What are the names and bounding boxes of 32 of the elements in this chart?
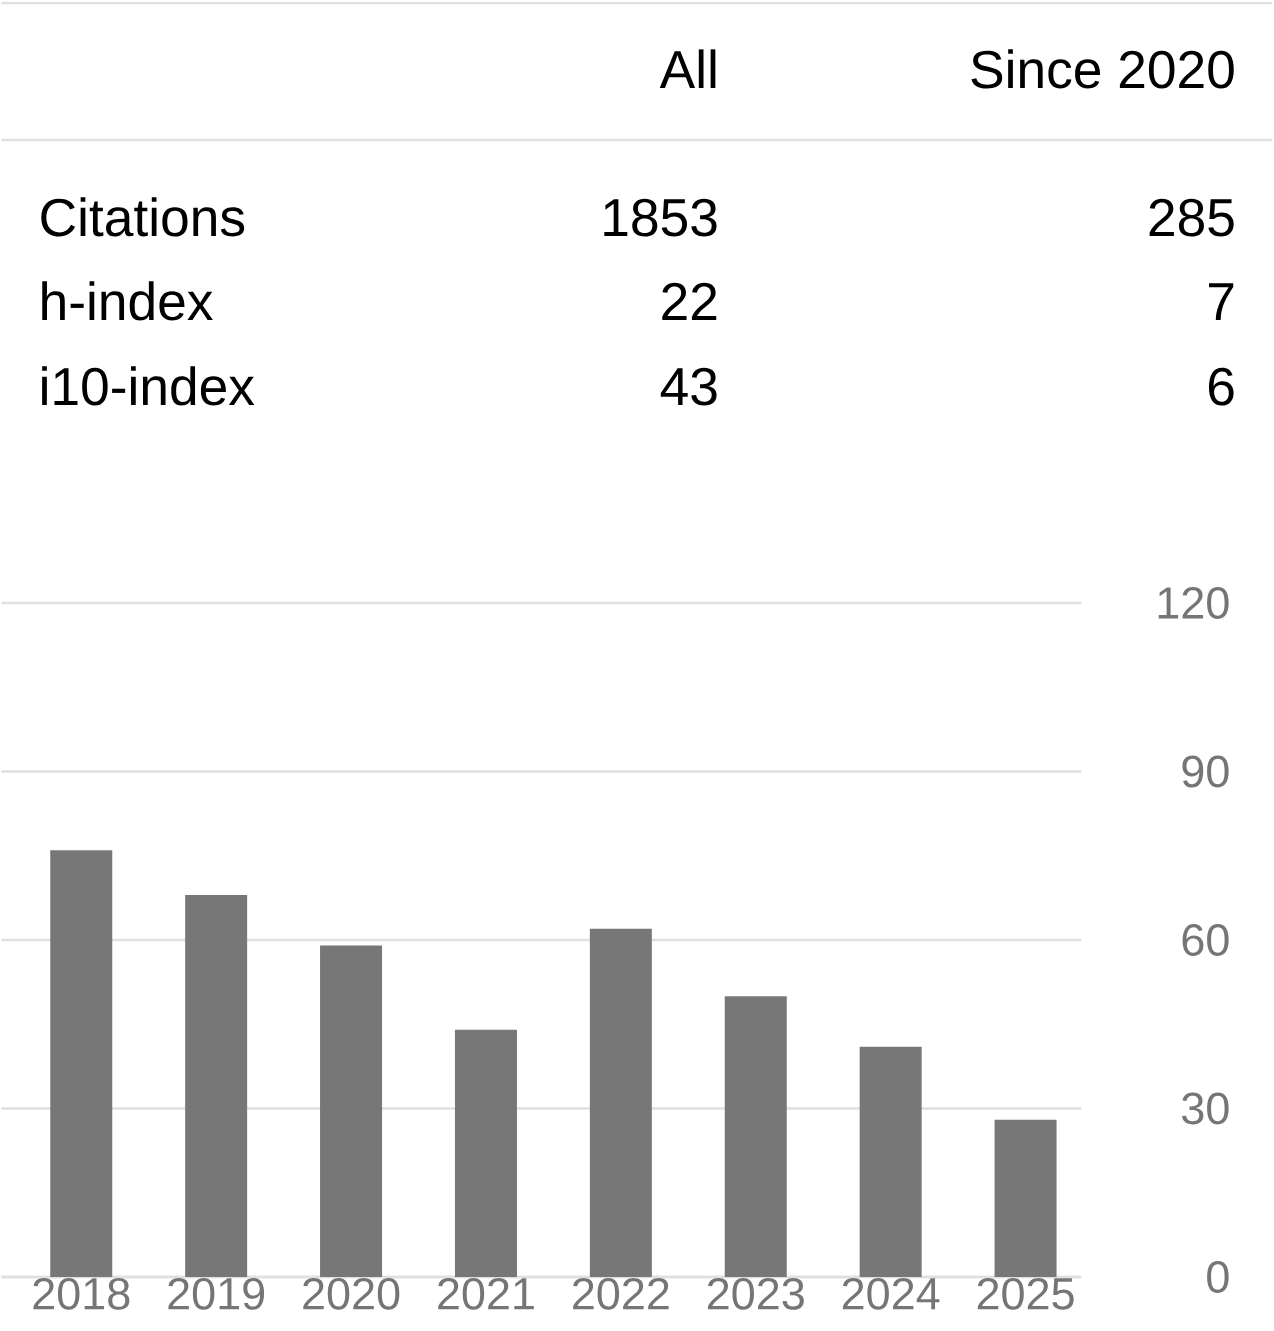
x-tick-label: 2019: [168, 1277, 265, 1310]
text: 6: [1209, 367, 1234, 406]
text: 1853: [604, 198, 717, 237]
x-tick-label: 2018: [33, 1277, 130, 1310]
y-tick-label: 60: [1182, 924, 1229, 956]
bar: [590, 928, 653, 1277]
bar: [50, 850, 113, 1277]
x-tick-label: 2021: [438, 1277, 535, 1310]
y-tick-label: 30: [1182, 1092, 1229, 1125]
category-label: Citations: [41, 197, 245, 237]
category-label: Since 2020: [971, 49, 1234, 89]
text: 285: [1149, 198, 1234, 237]
x-tick-label: 2025: [978, 1277, 1074, 1310]
x-tick-label: 2020: [303, 1277, 400, 1310]
bar: [725, 996, 788, 1277]
y-tick-label: 0: [1207, 1261, 1229, 1293]
bar: [320, 945, 383, 1277]
bar: [994, 1119, 1057, 1277]
text: 7: [1209, 283, 1234, 320]
x-tick-label: 2022: [573, 1277, 669, 1310]
text: 43: [661, 367, 717, 406]
bar: [185, 895, 248, 1277]
bar: [455, 1029, 518, 1277]
text: 22: [662, 282, 717, 320]
x-tick-label: 2023: [708, 1277, 805, 1310]
category-label: h-index: [42, 281, 214, 321]
category-label: i10-index: [42, 366, 255, 406]
y-tick-label: 120: [1158, 587, 1229, 619]
x-tick-label: 2024: [843, 1277, 940, 1310]
category-label: All: [660, 49, 716, 88]
bar: [859, 1046, 922, 1277]
y-tick-label: 90: [1182, 755, 1229, 788]
